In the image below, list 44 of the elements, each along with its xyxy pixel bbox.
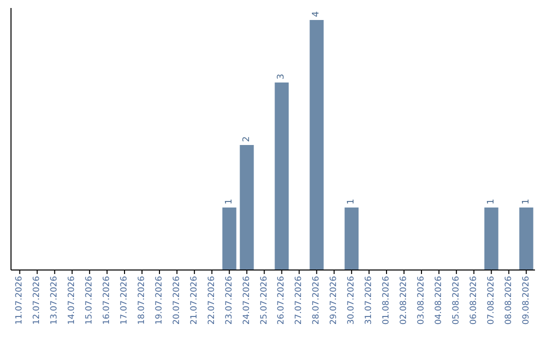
x-tick-label: 28.07.2026 (312, 276, 322, 325)
x-tick-label: 03.08.2026 (416, 276, 426, 325)
x-tick-label: 21.07.2026 (189, 276, 200, 325)
x-tick-label: 30.07.2026 (346, 276, 357, 325)
bar (484, 208, 498, 270)
x-tick-label: 08.08.2026 (504, 276, 514, 325)
x-tick-label: 16.07.2026 (102, 276, 112, 325)
bar (240, 145, 254, 270)
x-tick-label: 14.07.2026 (67, 276, 78, 325)
x-tick-label: 18.07.2026 (137, 276, 147, 325)
x-tick-label: 02.08.2026 (399, 276, 409, 325)
x-tick-label: 13.07.2026 (50, 276, 60, 325)
x-tick-label: 19.07.2026 (154, 276, 164, 325)
data-label: 3 (276, 74, 287, 80)
bar (222, 208, 236, 270)
bar (519, 208, 534, 270)
x-tick-label: 04.08.2026 (434, 276, 444, 325)
data-label: 4 (312, 11, 322, 17)
x-tick-label: 29.07.2026 (329, 276, 340, 325)
data-label: 1 (521, 198, 532, 204)
data-label: 1 (224, 198, 234, 204)
x-tick-label: 20.07.2026 (172, 276, 182, 325)
x-tick-label: 07.08.2026 (486, 276, 496, 325)
data-label: 1 (486, 198, 496, 204)
x-tick-label: 27.07.2026 (294, 276, 304, 325)
x-tick-label: 09.08.2026 (521, 276, 532, 325)
x-tick-label: 11.07.2026 (14, 276, 25, 325)
x-tick-label: 05.08.2026 (451, 276, 462, 325)
x-tick-label: 15.07.2026 (84, 276, 95, 325)
x-tick-label: 23.07.2026 (224, 276, 234, 325)
x-tick-label: 06.08.2026 (468, 276, 479, 325)
data-label: 1 (346, 198, 357, 204)
x-tick-label: 01.08.2026 (382, 276, 392, 325)
x-tick-label: 31.07.2026 (364, 276, 374, 325)
bar (274, 82, 289, 270)
bar (310, 20, 324, 270)
bar (344, 208, 359, 270)
x-tick-label: 26.07.2026 (276, 276, 287, 325)
x-tick-label: 24.07.2026 (242, 276, 252, 325)
x-tick-label: 17.07.2026 (120, 276, 130, 325)
x-tick-label: 12.07.2026 (32, 276, 42, 325)
x-tick-label: 22.07.2026 (206, 276, 217, 325)
data-label: 2 (242, 136, 252, 142)
x-tick-label: 25.07.2026 (259, 276, 270, 325)
